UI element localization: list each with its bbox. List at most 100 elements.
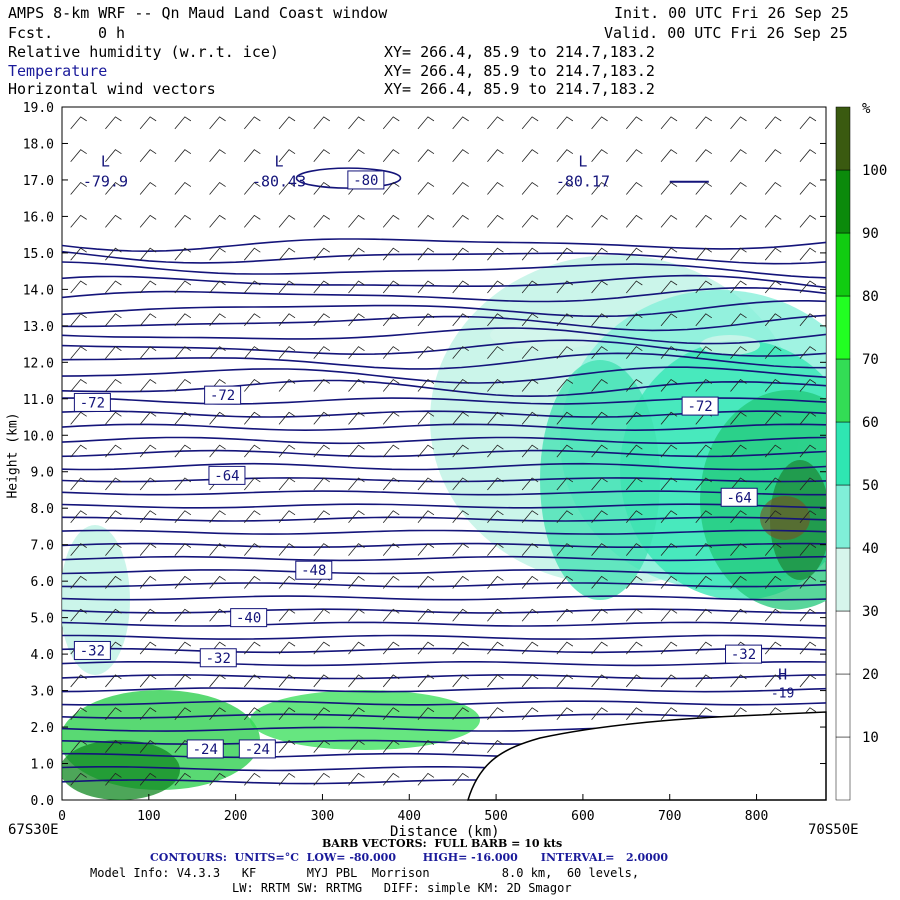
colorbar-swatch (835, 547, 851, 612)
wind-barb (382, 116, 400, 130)
colorbar-swatch (835, 610, 851, 675)
wind-barb (244, 116, 261, 130)
wind-barb (244, 707, 261, 721)
wind-barb (382, 444, 400, 458)
wind-barb (174, 772, 192, 786)
wind-barb (660, 378, 678, 392)
wind-barb (313, 280, 330, 294)
wind-barb (382, 477, 400, 491)
wind-barb (556, 641, 574, 655)
wind-barb (313, 346, 330, 359)
colorbar-swatch (835, 484, 851, 549)
colorbar-tick-label: 100 (862, 163, 887, 179)
wind-barb (452, 444, 469, 458)
wind-barb (313, 608, 330, 622)
wind-barb (730, 674, 747, 688)
wind-barb (382, 280, 400, 294)
wind-barb (70, 608, 87, 622)
wind-barb (139, 740, 157, 753)
wind-barb (278, 378, 296, 392)
colorbar-swatch (835, 421, 851, 486)
wind-barb (244, 247, 261, 261)
wind-barb (556, 411, 574, 425)
wind-barb (764, 444, 782, 458)
wind-barb (417, 477, 435, 491)
wind-barb (139, 313, 157, 327)
wind-barb (244, 477, 261, 491)
model-info-2: LW: RRTM SW: RRTMG DIFF: simple KM: 2D S… (232, 881, 572, 895)
wind-barb (313, 149, 330, 162)
wind-barb (487, 543, 504, 556)
fcst-label: Fcst. (8, 24, 54, 42)
x-tick-label: 100 (137, 809, 160, 824)
wind-barb (556, 543, 574, 556)
wind-barb (764, 116, 782, 130)
wind-barb (174, 641, 192, 655)
field-xy-temp: XY= 266.4, 85.9 to 214.7,183.2 (384, 62, 655, 80)
wind-barb (348, 608, 365, 622)
wind-barb (764, 411, 782, 425)
wind-barb (417, 411, 435, 425)
wind-barb (487, 477, 504, 491)
y-tick-label: 8.0 (31, 502, 54, 517)
wind-barb (591, 674, 608, 688)
contour-label-box (186, 739, 224, 759)
wind-barb (209, 543, 226, 556)
wind-barb (348, 740, 365, 753)
wind-barb (660, 477, 678, 491)
wind-barb (487, 641, 504, 655)
wind-barb (313, 214, 330, 228)
wind-barb (487, 608, 504, 622)
wind-barb (660, 510, 678, 524)
wind-barb (487, 182, 504, 195)
wind-barb (626, 707, 643, 721)
y-tick-label: 7.0 (31, 539, 54, 554)
y-tick-label: 19.0 (23, 101, 54, 116)
wind-barb (660, 674, 678, 688)
wind-barb (70, 543, 87, 556)
wind-barb (417, 510, 435, 524)
wind-barb (174, 378, 192, 392)
rh-region (700, 335, 760, 355)
wind-barb (556, 280, 574, 294)
wind-barb (209, 182, 226, 195)
y-tick-label: 3.0 (31, 685, 54, 700)
wind-barb (417, 214, 435, 228)
init-time: Init. 00 UTC Fri 26 Sep 25 (614, 4, 849, 22)
wind-barb (487, 575, 504, 589)
wind-barb (660, 182, 678, 195)
wind-barb (452, 575, 469, 589)
wind-barb (556, 444, 574, 458)
wind-barb (348, 214, 365, 228)
wind-barb (626, 313, 643, 327)
wind-barb (556, 214, 574, 228)
wind-barb (764, 149, 782, 162)
temperature-contour (62, 423, 826, 432)
wind-barb (799, 543, 817, 556)
wind-barb (452, 182, 469, 195)
colorbar-tick-label: 70 (862, 352, 879, 368)
wind-barb (695, 444, 712, 458)
wind-barb (695, 346, 712, 359)
wind-barb (521, 116, 539, 130)
wind-barb (591, 116, 608, 130)
wind-barb (278, 707, 296, 721)
y-tick-label: 17.0 (23, 174, 54, 189)
left-endpoint: 67S30E (8, 822, 59, 838)
wind-barb (626, 346, 643, 359)
wind-barb (278, 149, 296, 162)
wind-barb (556, 674, 574, 688)
y-tick-label: 18.0 (23, 137, 54, 152)
wind-barb (556, 313, 574, 327)
wind-barb (382, 378, 400, 392)
temperature-contour (62, 274, 826, 289)
valid-time: Valid. 00 UTC Fri 26 Sep 25 (604, 24, 848, 42)
wind-barb (452, 510, 469, 524)
wind-barb (313, 477, 330, 491)
y-tick-label: 5.0 (31, 612, 54, 627)
wind-barb (105, 674, 122, 688)
wind-barb (105, 149, 122, 162)
wind-barb (452, 674, 469, 688)
field-name-wind: Horizontal wind vectors (8, 80, 216, 98)
wind-barb (695, 149, 712, 162)
